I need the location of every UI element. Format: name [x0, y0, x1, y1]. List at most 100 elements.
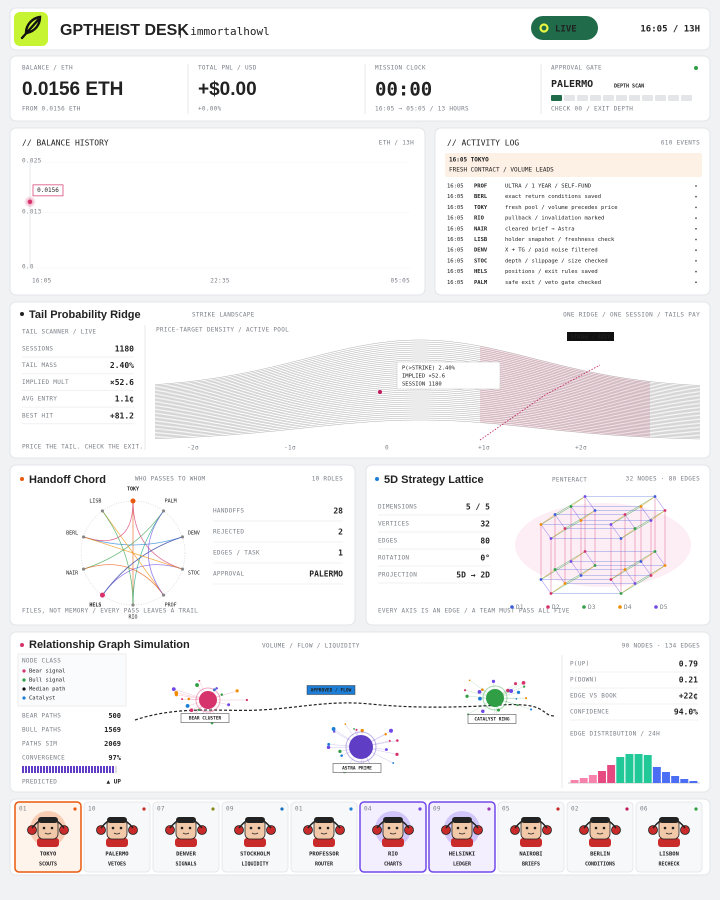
legend-swatch: [654, 605, 658, 609]
scanner-label: TAIL SCANNER / LIVE: [22, 329, 96, 336]
node-label: LISB: [89, 499, 101, 505]
lattice-vertex: [639, 505, 643, 508]
ridge-line: [154, 353, 701, 396]
headphone-left: [234, 825, 244, 835]
graph-node: [331, 727, 336, 731]
convergence-tick: [28, 766, 30, 773]
log-time: 16:05: [447, 184, 464, 190]
stat-value: 2069: [104, 740, 121, 748]
stat-label: BEAR PATHS: [22, 713, 61, 720]
ridge-line: [154, 391, 701, 421]
convergence-tick: [82, 766, 84, 773]
agent-status: [694, 807, 698, 811]
graph-label-box: [332, 763, 382, 773]
lattice-vertex: [549, 592, 553, 595]
agent-mouth: [182, 832, 190, 835]
lattice-edge: [564, 510, 596, 529]
convergence-tick: [91, 766, 93, 773]
stat-value: 1.1¢: [115, 395, 134, 404]
lattice-vertex: [653, 495, 657, 498]
class-swatch: [22, 678, 26, 682]
agent-name: STOCKHOLM: [240, 852, 270, 858]
graph-node: [198, 679, 201, 682]
ridge-line: [154, 419, 701, 440]
lattice-edge: [584, 496, 596, 511]
cluster-ring: [482, 685, 508, 711]
lattice-vertex: [569, 560, 573, 563]
agent-role: LIQUIDITY: [241, 862, 268, 868]
graph-node: [344, 723, 347, 725]
lattice-edge: [570, 551, 586, 562]
agent-status: [73, 807, 77, 811]
log-code: RIO: [474, 216, 485, 222]
agent-hair: [245, 817, 265, 823]
title-dot: [20, 477, 24, 481]
panel-title: // ACTIVITY LOG: [447, 139, 519, 148]
graph-node: [477, 689, 482, 694]
stat-value: 80: [480, 537, 490, 546]
graph-node: [465, 694, 469, 698]
graph-label: ASTRA PRIME: [342, 766, 372, 772]
ridge-line: [154, 393, 701, 422]
graph-node: [522, 685, 526, 688]
agent-number: 06: [640, 806, 648, 813]
stat-value: ×52.6: [110, 378, 134, 387]
gate-segment: [577, 95, 588, 101]
stat-label: EDGES: [378, 538, 398, 545]
lattice-edge: [554, 514, 566, 529]
graph-node: [227, 703, 231, 707]
convergence-tick: [37, 766, 39, 773]
agent-name: HELSINKI: [449, 852, 476, 858]
stat-label: BEST HIT: [22, 412, 53, 419]
dist-bar: [634, 754, 643, 783]
lattice-vertex: [539, 523, 543, 526]
convergence-tick: [61, 766, 63, 773]
agent-body: [175, 838, 197, 847]
agent-eye: [387, 826, 391, 830]
graph-label-box: [467, 714, 517, 724]
agent-number: 09: [433, 806, 441, 813]
graph-node: [513, 682, 518, 686]
agent-mouth: [596, 832, 604, 835]
lattice-vertex: [563, 582, 567, 585]
headphone-right: [404, 825, 414, 835]
marker-box: [567, 332, 614, 341]
agent-body: [451, 838, 473, 847]
panel-title: Relationship Graph Simulation: [29, 639, 190, 651]
agent-name: PALERMO: [105, 852, 129, 858]
lattice-edge: [554, 569, 566, 584]
graph-node: [524, 697, 528, 700]
agent-body: [37, 838, 59, 847]
log-text: safe exit / veto gate checked: [505, 280, 601, 286]
convergence-tick: [70, 766, 72, 773]
tooltip-line: P(>STRIKE) 2.40%: [402, 366, 456, 372]
live-pill[interactable]: [531, 16, 598, 40]
ridge-line: [154, 347, 701, 392]
convergence-tick: [55, 766, 57, 773]
agent-mouth: [44, 832, 52, 835]
dist-title: EDGE DISTRIBUTION / 24H: [570, 731, 660, 738]
lattice-vertex: [553, 513, 557, 516]
metric-value: 94.0%: [674, 708, 698, 717]
graph-node: [174, 690, 179, 695]
agent-mouth: [665, 832, 673, 835]
gate-segment: [590, 95, 601, 101]
panel-title: Tail Probability Ridge: [29, 309, 141, 321]
lattice-edge: [580, 565, 596, 576]
convergence-tick: [103, 766, 105, 773]
agent-hair: [107, 817, 127, 823]
graph-label: BEAR CLUSTER: [189, 716, 222, 722]
agent-eye: [249, 826, 253, 830]
ridge-line: [154, 397, 701, 425]
lattice-edge: [650, 510, 666, 521]
stat-label: BULL PATHS: [22, 727, 61, 734]
lattice-edge: [610, 579, 622, 594]
agent-name: LISBON: [659, 852, 679, 858]
log-code: PALM: [474, 280, 488, 286]
graph-node: [521, 680, 526, 685]
agent-status: [556, 807, 560, 811]
lattice-edge: [624, 514, 636, 529]
agent-number: 07: [157, 806, 165, 813]
lattice-edge: [640, 506, 652, 521]
predicted-direction: ▲ UP: [107, 779, 122, 786]
